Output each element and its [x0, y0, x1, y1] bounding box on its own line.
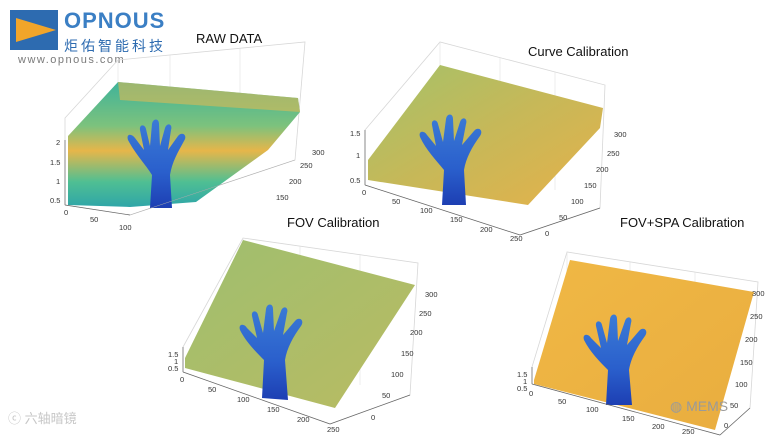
- raw-y-tick-200: 200: [289, 177, 302, 186]
- fov-x-tick-100: 100: [237, 395, 250, 404]
- curve-surface: [368, 65, 603, 205]
- raw-z-tick-1: 1: [56, 177, 60, 186]
- panel-title-fov-calibration: FOV Calibration: [287, 215, 380, 230]
- spa-x-tick-100: 100: [586, 405, 599, 414]
- spa-z-tick-1: 1: [523, 377, 527, 386]
- opnous-logo: OPNOUS 炬佑智能科技 www.opnous.com: [6, 6, 176, 66]
- raw-surface: [68, 82, 300, 207]
- curve-x-tick-0: 0: [362, 188, 366, 197]
- panel-fov-spa-calibration: 1.5 1 0.5 0 50 100 150 200 250 300 250 2…: [517, 251, 765, 436]
- panel-fov-calibration: 1.5 1 0.5 0 50 100 150 200 250 300 250 2…: [168, 237, 438, 434]
- spa-surface: [534, 260, 754, 430]
- curve-y-tick-100: 100: [571, 197, 584, 206]
- spa-x-tick-250: 250: [682, 427, 695, 436]
- curve-z-tick-0.5: 0.5: [350, 176, 360, 185]
- spa-y-tick-100: 100: [735, 380, 748, 389]
- fov-z-tick-1: 1: [174, 357, 178, 366]
- raw-y-tick-300: 300: [312, 148, 325, 157]
- curve-y-tick-50: 50: [559, 213, 567, 222]
- spa-y-tick-300: 300: [752, 289, 765, 298]
- fov-y-tick-0: 0: [371, 413, 375, 422]
- fov-z-tick-1.5: 1.5: [168, 350, 178, 359]
- raw-surface-ridge: [118, 82, 300, 112]
- curve-x-tick-200: 200: [480, 225, 493, 234]
- curve-y-tick-150: 150: [584, 181, 597, 190]
- fov-x-tick-150: 150: [267, 405, 280, 414]
- wechat-icon: ◍: [670, 398, 683, 414]
- panel-title-fov-spa-calibration: FOV+SPA Calibration: [620, 215, 745, 230]
- spa-x-tick-200: 200: [652, 422, 665, 431]
- watermark-right: ◍ MEMS: [670, 398, 728, 415]
- panel-raw-data: 2 1.5 1 0.5 0 50 100 300 250 200 150: [50, 41, 325, 232]
- spa-y-tick-200: 200: [745, 335, 758, 344]
- fov-y-tick-150: 150: [401, 349, 414, 358]
- raw-hand: [127, 119, 186, 208]
- watermark-logo-icon: ⓒ: [8, 411, 22, 426]
- curve-hand: [419, 114, 482, 205]
- curve-x-tick-150: 150: [450, 215, 463, 224]
- fov-x-tick-50: 50: [208, 385, 216, 394]
- logo-name: OPNOUS: [64, 8, 166, 33]
- raw-y-tick-250: 250: [300, 161, 313, 170]
- raw-y-tick-150: 150: [276, 193, 289, 202]
- fov-x-tick-250: 250: [327, 425, 340, 434]
- logo-url: www.opnous.com: [18, 54, 126, 66]
- raw-x-tick-0: 0: [64, 208, 68, 217]
- curve-y-tick-0: 0: [545, 229, 549, 238]
- raw-z-tick-0.5: 0.5: [50, 196, 60, 205]
- spa-y-tick-0: 0: [724, 421, 728, 430]
- raw-x-tick-100: 100: [119, 223, 132, 232]
- fov-y-tick-50: 50: [382, 391, 390, 400]
- panel-title-raw-data: RAW DATA: [196, 31, 263, 46]
- spa-x-tick-150: 150: [622, 414, 635, 423]
- raw-z-tick-1.5: 1.5: [50, 158, 60, 167]
- spa-x-tick-50: 50: [558, 397, 566, 406]
- spa-hand: [583, 314, 647, 405]
- watermark-left: ⓒ 六轴暗镜: [8, 408, 77, 427]
- curve-z-tick-1.5: 1.5: [350, 129, 360, 138]
- fov-y-tick-200: 200: [410, 328, 423, 337]
- logo-mark-icon: [10, 10, 58, 50]
- curve-x-tick-250: 250: [510, 234, 523, 243]
- spa-y-tick-250: 250: [750, 312, 763, 321]
- panel-title-curve-calibration: Curve Calibration: [528, 44, 629, 59]
- spa-z-tick-1.5: 1.5: [517, 370, 527, 379]
- fov-y-tick-300: 300: [425, 290, 438, 299]
- spa-y-tick-150: 150: [740, 358, 753, 367]
- fov-z-tick-0.5: 0.5: [168, 364, 178, 373]
- raw-x-tick-50: 50: [90, 215, 98, 224]
- fov-x-tick-200: 200: [297, 415, 310, 424]
- logo-chinese-name: 炬佑智能科技: [64, 38, 166, 54]
- spa-z-tick-0.5: 0.5: [517, 384, 527, 393]
- spa-y-tick-50: 50: [730, 401, 738, 410]
- curve-x-tick-50: 50: [392, 197, 400, 206]
- curve-y-tick-200: 200: [596, 165, 609, 174]
- fov-y-tick-250: 250: [419, 309, 432, 318]
- fov-hand: [239, 304, 303, 400]
- spa-x-tick-0: 0: [529, 389, 533, 398]
- panel-curve-calibration: 1.5 1 0.5 0 50 100 150 200 250 300 250 2…: [350, 41, 627, 243]
- fov-y-tick-100: 100: [391, 370, 404, 379]
- curve-x-tick-100: 100: [420, 206, 433, 215]
- raw-z-tick-2: 2: [56, 138, 60, 147]
- fov-x-tick-0: 0: [180, 375, 184, 384]
- curve-y-tick-300: 300: [614, 130, 627, 139]
- curve-z-tick-1: 1: [356, 151, 360, 160]
- curve-y-tick-250: 250: [607, 149, 620, 158]
- watermark-left-text: 六轴暗镜: [24, 411, 77, 426]
- watermark-right-text: MEMS: [686, 398, 729, 414]
